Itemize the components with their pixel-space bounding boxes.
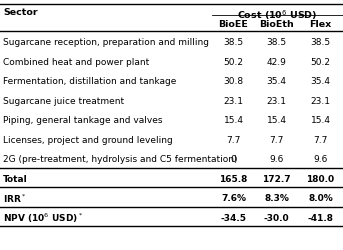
Text: Combined heat and power plant: Combined heat and power plant bbox=[3, 58, 149, 66]
Text: Licenses, project and ground leveling: Licenses, project and ground leveling bbox=[3, 135, 173, 144]
Text: 42.9: 42.9 bbox=[267, 58, 286, 66]
Text: 38.5: 38.5 bbox=[310, 38, 331, 47]
Text: 23.1: 23.1 bbox=[267, 96, 286, 105]
Text: 9.6: 9.6 bbox=[269, 155, 284, 164]
Text: 35.4: 35.4 bbox=[267, 77, 286, 86]
Text: 2G (pre-treatment, hydrolysis and C5 fermentation): 2G (pre-treatment, hydrolysis and C5 fer… bbox=[3, 155, 237, 164]
Text: 7.6%: 7.6% bbox=[221, 194, 246, 202]
Text: 9.6: 9.6 bbox=[313, 155, 328, 164]
Text: 165.8: 165.8 bbox=[219, 174, 248, 183]
Text: 50.2: 50.2 bbox=[310, 58, 331, 66]
Text: 35.4: 35.4 bbox=[310, 77, 331, 86]
Text: -41.8: -41.8 bbox=[308, 213, 333, 222]
Text: Fermentation, distillation and tankage: Fermentation, distillation and tankage bbox=[3, 77, 176, 86]
Text: 30.8: 30.8 bbox=[223, 77, 244, 86]
Text: NPV (10$^6$ USD)$^*$: NPV (10$^6$ USD)$^*$ bbox=[3, 211, 83, 224]
Text: 7.7: 7.7 bbox=[226, 135, 241, 144]
Text: 8.0%: 8.0% bbox=[308, 194, 333, 202]
Text: Cost (10$^6$ USD): Cost (10$^6$ USD) bbox=[237, 8, 318, 22]
Text: 38.5: 38.5 bbox=[223, 38, 244, 47]
Text: 23.1: 23.1 bbox=[310, 96, 331, 105]
Text: 8.3%: 8.3% bbox=[264, 194, 289, 202]
Text: -30.0: -30.0 bbox=[264, 213, 289, 222]
Text: 15.4: 15.4 bbox=[267, 116, 286, 125]
Text: 23.1: 23.1 bbox=[224, 96, 244, 105]
Text: 38.5: 38.5 bbox=[267, 38, 286, 47]
Text: BioEth: BioEth bbox=[259, 20, 294, 29]
Text: 180.0: 180.0 bbox=[306, 174, 334, 183]
Text: Sector: Sector bbox=[3, 8, 38, 17]
Text: Total: Total bbox=[3, 174, 28, 183]
Text: -34.5: -34.5 bbox=[221, 213, 247, 222]
Text: Piping, general tankage and valves: Piping, general tankage and valves bbox=[3, 116, 163, 125]
Text: 0: 0 bbox=[230, 155, 236, 164]
Text: 172.7: 172.7 bbox=[262, 174, 291, 183]
Text: 7.7: 7.7 bbox=[313, 135, 328, 144]
Text: 15.4: 15.4 bbox=[310, 116, 331, 125]
Text: 7.7: 7.7 bbox=[269, 135, 284, 144]
Text: Flex: Flex bbox=[309, 20, 332, 29]
Text: 15.4: 15.4 bbox=[224, 116, 244, 125]
Text: Sugarcane reception, preparation and milling: Sugarcane reception, preparation and mil… bbox=[3, 38, 209, 47]
Text: Sugarcane juice treatment: Sugarcane juice treatment bbox=[3, 96, 124, 105]
Text: BioEE: BioEE bbox=[218, 20, 248, 29]
Text: IRR$^*$: IRR$^*$ bbox=[3, 192, 26, 204]
Text: 50.2: 50.2 bbox=[224, 58, 244, 66]
